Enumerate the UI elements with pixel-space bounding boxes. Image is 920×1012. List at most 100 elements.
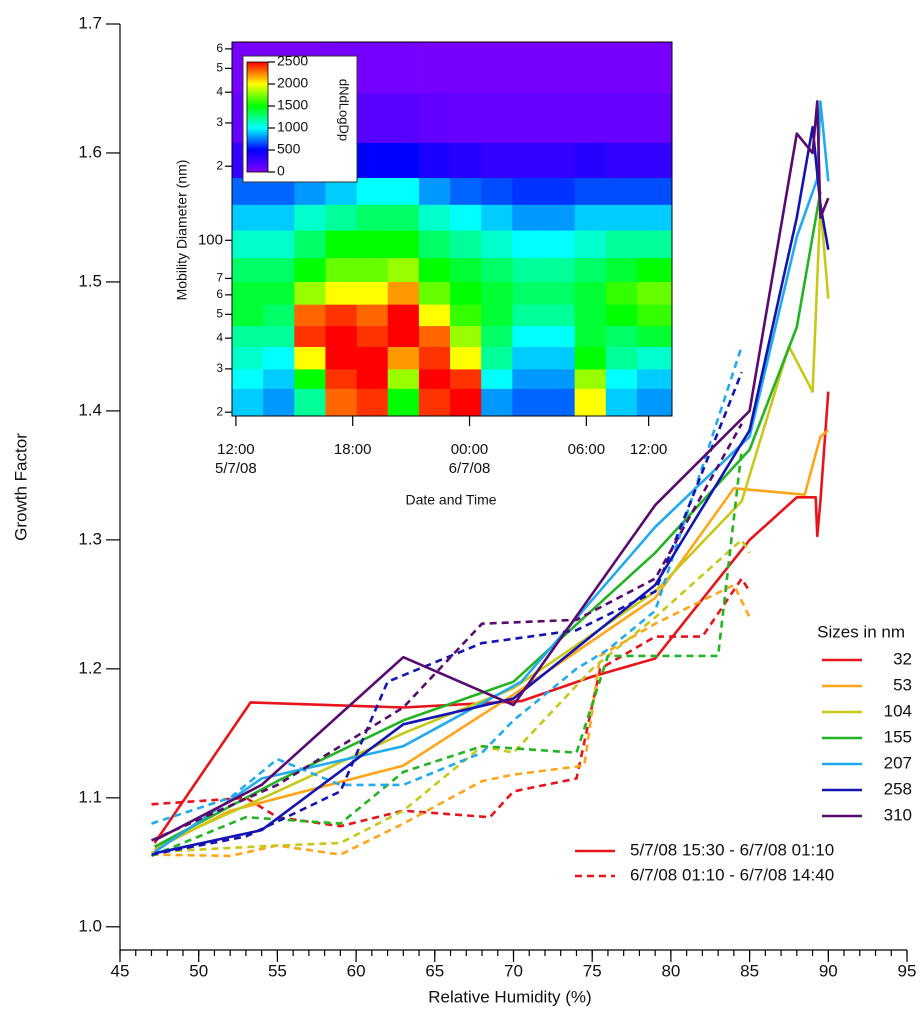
heat-cell bbox=[356, 230, 389, 259]
heat-cell bbox=[636, 92, 673, 143]
heat-cell bbox=[232, 281, 264, 305]
heat-cell bbox=[481, 257, 513, 282]
heat-cell bbox=[232, 304, 264, 327]
heat-cell bbox=[605, 204, 638, 231]
heat-cell bbox=[418, 177, 451, 205]
heat-cell bbox=[263, 388, 295, 417]
series-line bbox=[154, 100, 830, 842]
legend-label: 155 bbox=[884, 727, 912, 746]
legend-label: 310 bbox=[884, 805, 912, 824]
heat-cell bbox=[543, 257, 576, 282]
heat-cell bbox=[543, 142, 576, 178]
heat-cell bbox=[543, 92, 576, 143]
heat-cell bbox=[605, 142, 638, 178]
heat-cell bbox=[232, 204, 264, 231]
heat-cell bbox=[543, 346, 576, 370]
heat-cell bbox=[636, 368, 673, 389]
inset-y-tick-label: 6 bbox=[216, 287, 223, 301]
heat-cell bbox=[232, 257, 264, 282]
heat-cell bbox=[387, 325, 420, 347]
heat-cell bbox=[356, 42, 389, 93]
legend-label: 258 bbox=[884, 779, 912, 798]
heat-cell bbox=[574, 92, 607, 143]
heat-cell bbox=[263, 368, 295, 389]
heat-cell bbox=[636, 204, 673, 231]
heat-cell bbox=[418, 304, 451, 327]
heat-cell bbox=[636, 42, 673, 93]
heat-cell bbox=[481, 92, 513, 143]
heat-cell bbox=[356, 177, 389, 205]
heat-cell bbox=[605, 388, 638, 417]
heat-cell bbox=[450, 388, 482, 417]
heat-cell bbox=[605, 257, 638, 282]
heat-cell bbox=[294, 257, 326, 282]
heat-cell bbox=[543, 177, 576, 205]
heat-cell bbox=[263, 281, 295, 305]
legend-title: Sizes in nm bbox=[817, 622, 905, 641]
heat-cell bbox=[605, 281, 638, 305]
heat-cell bbox=[387, 42, 420, 93]
heat-cell bbox=[450, 92, 482, 143]
heat-cell bbox=[636, 142, 673, 178]
heat-cell bbox=[325, 230, 358, 259]
heat-cell bbox=[543, 325, 576, 347]
x-tick-label: 75 bbox=[583, 961, 602, 980]
heat-cell bbox=[481, 388, 513, 417]
heat-cell bbox=[574, 257, 607, 282]
inset-x-tick-label: 00:00 bbox=[451, 441, 489, 458]
heat-cell bbox=[263, 346, 295, 370]
heat-cell bbox=[325, 388, 358, 417]
heat-cell bbox=[232, 346, 264, 370]
series-line bbox=[154, 125, 830, 855]
heat-cell bbox=[543, 281, 576, 305]
heat-cell bbox=[636, 257, 673, 282]
heat-cell bbox=[450, 204, 482, 231]
x-tick-label: 90 bbox=[819, 961, 838, 980]
y-tick-label: 1.6 bbox=[78, 142, 102, 161]
inset-x-tick-sublabel: 6/7/08 bbox=[449, 460, 491, 477]
heat-cell bbox=[512, 142, 545, 178]
y-tick-label: 1.0 bbox=[78, 916, 102, 935]
y-tick-label: 1.7 bbox=[78, 13, 102, 32]
x-tick-label: 45 bbox=[111, 961, 130, 980]
heat-cell bbox=[356, 304, 389, 327]
heat-cell bbox=[325, 204, 358, 231]
heat-cell bbox=[232, 368, 264, 389]
heat-cell bbox=[450, 346, 482, 370]
period-label: 6/7/08 01:10 - 6/7/08 14:40 bbox=[630, 865, 834, 884]
heat-cell bbox=[543, 388, 576, 417]
heat-cell bbox=[356, 142, 389, 178]
heat-cell bbox=[418, 142, 451, 178]
inset-y-tick-label: 5 bbox=[216, 61, 223, 75]
heat-cell bbox=[418, 325, 451, 347]
heat-cell bbox=[481, 230, 513, 259]
heat-cell bbox=[605, 325, 638, 347]
x-tick-label: 70 bbox=[504, 961, 523, 980]
colorbar-tick-label: 1500 bbox=[277, 97, 308, 113]
x-tick-label: 80 bbox=[661, 961, 680, 980]
heat-cell bbox=[450, 230, 482, 259]
heat-cell bbox=[387, 281, 420, 305]
heat-cell bbox=[636, 304, 673, 327]
heat-cell bbox=[418, 368, 451, 389]
y-tick-label: 1.3 bbox=[78, 529, 102, 548]
heat-cell bbox=[418, 388, 451, 417]
heat-cell bbox=[481, 204, 513, 231]
inset-x-title: Date and Time bbox=[405, 492, 496, 508]
series-line bbox=[150, 423, 743, 842]
x-tick-label: 55 bbox=[268, 961, 287, 980]
y-axis-title: Growth Factor bbox=[11, 433, 30, 541]
heat-cell bbox=[263, 230, 295, 259]
heat-cell bbox=[356, 257, 389, 282]
heat-cell bbox=[605, 230, 638, 259]
heat-cell bbox=[481, 304, 513, 327]
heat-cell bbox=[574, 42, 607, 93]
series-line bbox=[151, 538, 751, 854]
y-tick-label: 1.4 bbox=[78, 400, 102, 419]
heat-cell bbox=[356, 204, 389, 231]
inset-y-tick-label: 3 bbox=[216, 115, 223, 129]
heat-cell bbox=[263, 204, 295, 231]
heat-cell bbox=[512, 346, 545, 370]
heat-cell bbox=[636, 346, 673, 370]
heat-cell bbox=[574, 368, 607, 389]
